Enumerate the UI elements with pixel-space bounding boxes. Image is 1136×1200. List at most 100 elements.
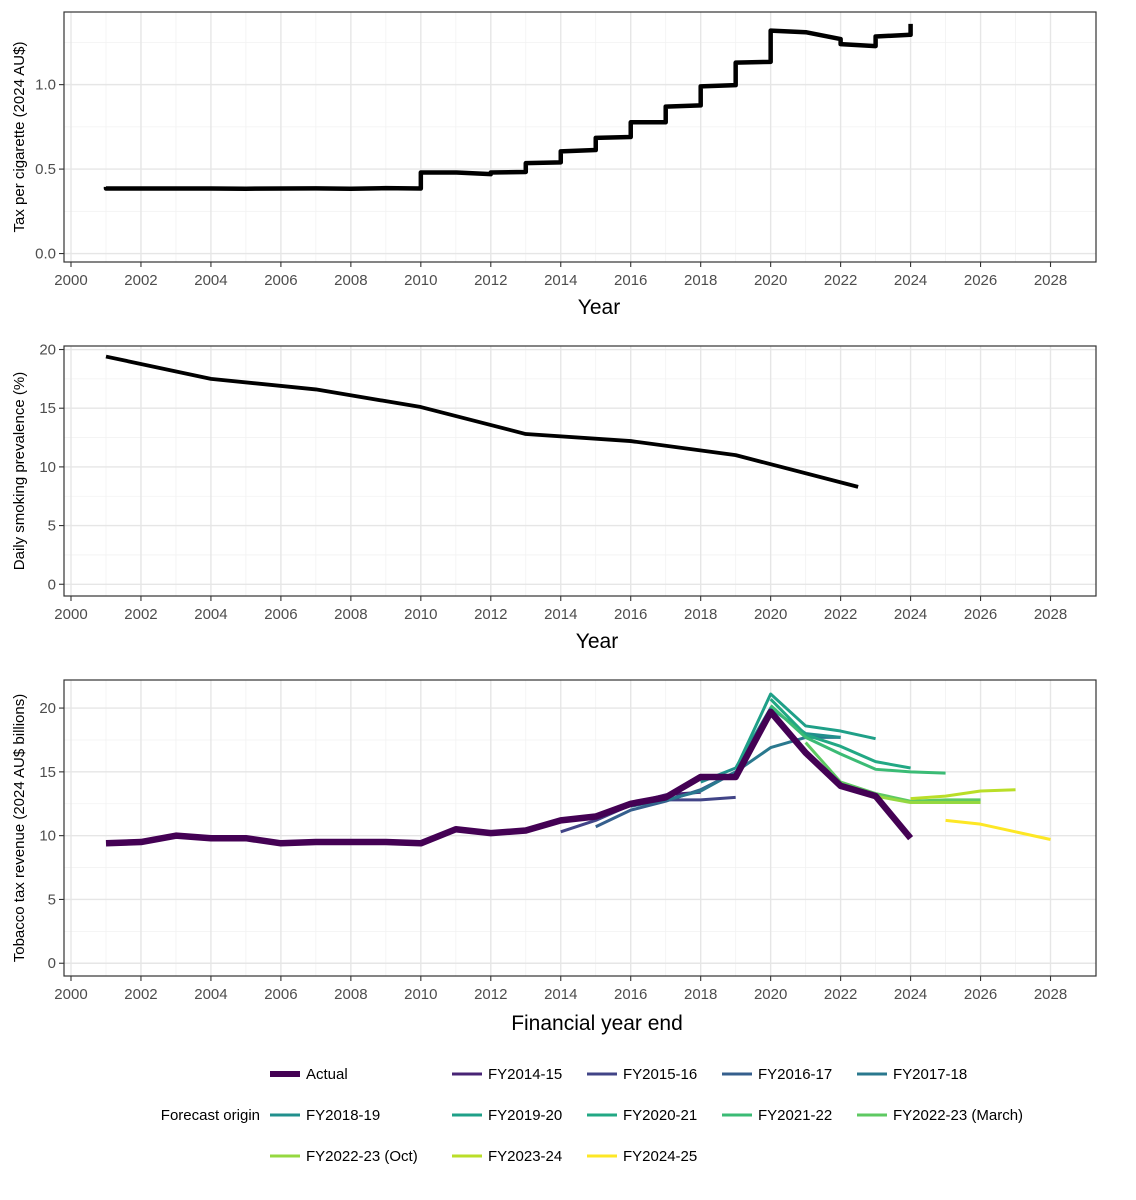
series-line-actual [105, 708, 914, 847]
x-tick-label: 2006 [264, 986, 297, 1003]
legend-label: FY2022-23 (Oct) [306, 1148, 418, 1165]
x-tick-label: 2010 [404, 606, 437, 623]
x-tick-label: 2026 [964, 986, 997, 1003]
legend: Forecast origin Actual FY2014-15 FY2015-16 F… [161, 1066, 1023, 1165]
x-tick-label: 2008 [334, 606, 367, 623]
legend-label: FY2023-24 [488, 1148, 562, 1165]
x-tick-label: 2012 [474, 986, 507, 1003]
legend-label: FY2014-15 [488, 1066, 562, 1083]
chart-panel-3: 2000 2002 2004 2006 2008 2010 2012 2014 2016 2018… [11, 679, 1097, 1035]
legend-item: Actual [270, 1066, 348, 1083]
x-tick-label: 2000 [54, 272, 87, 289]
x-tick-label: 2006 [264, 272, 297, 289]
y-tick-label: 10 [39, 828, 56, 845]
x-tick-label: 2022 [824, 606, 857, 623]
x-tick-label: 2026 [964, 272, 997, 289]
legend-label: FY2024-25 [623, 1148, 697, 1165]
legend-item: FY2014-15 [452, 1066, 562, 1083]
series-line-fy2018-19 [700, 706, 841, 784]
series-line-fy2020-21 [769, 698, 911, 770]
y-tick-label: 15 [39, 400, 56, 417]
x-tick-label: 2010 [404, 272, 437, 289]
chart-panel-2: 2000 2002 2004 2006 2008 2010 2012 2014 2016 2018… [11, 342, 1097, 653]
legend-label: FY2015-16 [623, 1066, 697, 1083]
x-tick-label: 2024 [894, 272, 927, 289]
y-axis-title: Daily smoking prevalence (%) [11, 372, 28, 570]
y-tick-label: 10 [39, 459, 56, 476]
panel-background [64, 346, 1096, 596]
chart-panel-1: 2000 2002 2004 2006 2008 2010 2012 2014 2016 2018… [11, 11, 1097, 319]
panel-background [64, 12, 1096, 262]
x-tick-label: 2002 [124, 986, 157, 1003]
x-axis-title: Year [576, 630, 618, 653]
series-line-fy2024-25 [945, 818, 1051, 841]
x-tick-label: 2012 [474, 272, 507, 289]
legend-item: FY2021-22 [722, 1107, 832, 1124]
legend-item: FY2022-23 (March) [857, 1107, 1023, 1124]
x-tick-label: 2020 [754, 986, 787, 1003]
x-tick-label: 2004 [194, 606, 227, 623]
x-tick-label: 2014 [544, 606, 577, 623]
legend-item: FY2019-20 [452, 1107, 562, 1124]
x-tick-label: 2028 [1034, 606, 1067, 623]
x-tick-label: 2008 [334, 272, 367, 289]
x-tick-label: 2006 [264, 606, 297, 623]
legend-item: FY2017-18 [857, 1066, 967, 1083]
y-tick-label: 20 [39, 700, 56, 717]
y-tick-label: 0.0 [35, 246, 56, 263]
x-tick-label: 2016 [614, 986, 647, 1003]
legend-item: FY2023-24 [452, 1148, 562, 1165]
x-tick-label: 2024 [894, 986, 927, 1003]
x-tick-label: 2028 [1034, 272, 1067, 289]
x-tick-label: 2012 [474, 606, 507, 623]
x-axis-title: Year [578, 296, 620, 319]
series-line-tax-per-cigarette [103, 23, 913, 191]
x-tick-label: 2014 [544, 272, 577, 289]
legend-item: FY2015-16 [587, 1066, 697, 1083]
legend-title: Forecast origin [161, 1107, 260, 1124]
legend-label: FY2022-23 (March) [893, 1107, 1023, 1124]
x-tick-label: 2018 [684, 606, 717, 623]
x-tick-label: 2018 [684, 272, 717, 289]
legend-item: FY2016-17 [722, 1066, 832, 1083]
x-tick-label: 2002 [124, 272, 157, 289]
legend-item: FY2018-19 [270, 1107, 380, 1124]
legend-item: FY2020-21 [587, 1107, 697, 1124]
series-line-fy2022-23-march- [804, 741, 981, 803]
panel-background [64, 680, 1096, 976]
y-tick-label: 20 [39, 342, 56, 359]
legend-item: FY2024-25 [587, 1148, 697, 1165]
x-tick-label: 2008 [334, 986, 367, 1003]
legend-label: FY2018-19 [306, 1107, 380, 1124]
x-tick-label: 2020 [754, 272, 787, 289]
x-tick-label: 2026 [964, 606, 997, 623]
series-line-fy2021-22 [769, 704, 946, 775]
legend-label: Actual [306, 1066, 348, 1083]
legend-label: FY2017-18 [893, 1066, 967, 1083]
panel-border [63, 679, 1097, 977]
x-tick-label: 2022 [824, 272, 857, 289]
y-axis-title: Tobacco tax revenue (2024 AU$ billions) [11, 694, 28, 963]
legend-label: FY2021-22 [758, 1107, 832, 1124]
legend-label: FY2020-21 [623, 1107, 697, 1124]
series-line-daily-smoking-prevalence [105, 354, 859, 489]
panel-border [63, 11, 1097, 263]
y-axis-title: Tax per cigarette (2024 AU$) [11, 42, 28, 233]
x-tick-label: 2002 [124, 606, 157, 623]
legend-item: FY2022-23 (Oct) [270, 1148, 418, 1165]
legend-label: FY2016-17 [758, 1066, 832, 1083]
y-tick-label: 0 [48, 576, 56, 593]
x-tick-label: 2024 [894, 606, 927, 623]
panel-border [63, 345, 1097, 597]
x-tick-label: 2016 [614, 606, 647, 623]
series-line-fy2019-20 [734, 692, 876, 770]
y-tick-label: 1.0 [35, 77, 56, 94]
y-tick-label: 5 [48, 518, 56, 535]
x-tick-label: 2000 [54, 606, 87, 623]
y-tick-label: 0 [48, 955, 56, 972]
x-tick-label: 2028 [1034, 986, 1067, 1003]
y-tick-label: 5 [48, 891, 56, 908]
series-line-fy2023-24 [910, 788, 1016, 801]
x-tick-label: 2004 [194, 986, 227, 1003]
x-tick-label: 2014 [544, 986, 577, 1003]
